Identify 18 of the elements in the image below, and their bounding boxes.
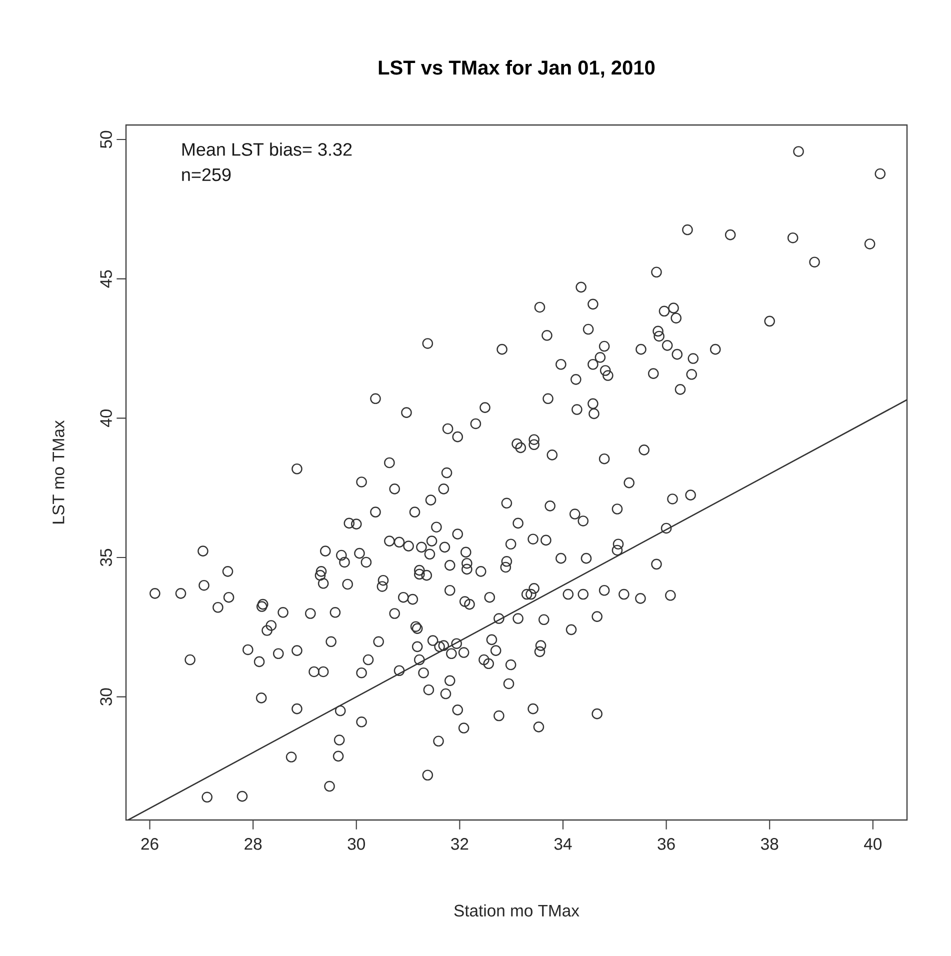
x-tick-label: 38 (760, 838, 778, 850)
y-tick-label: 40 (100, 410, 112, 428)
chart-title: LST vs TMax for Jan 01, 2010 (378, 60, 655, 78)
x-tick-label: 40 (864, 838, 882, 850)
x-tick-label: 28 (244, 838, 262, 850)
x-tick-label: 36 (658, 838, 675, 850)
x-tick-label: 26 (141, 838, 158, 850)
y-tick-label: 35 (100, 548, 112, 566)
x-tick-label: 32 (451, 838, 468, 850)
annotation: n=259 (182, 168, 231, 182)
y-axis-title: LST mo TMax (52, 420, 64, 524)
y-tick-label: 50 (100, 130, 112, 148)
y-tick-label: 45 (100, 270, 112, 288)
y-tick-label: 30 (100, 688, 112, 706)
x-axis-title: Station mo TMax (454, 904, 580, 917)
x-tick-label: 34 (554, 838, 572, 850)
x-tick-label: 30 (348, 838, 365, 850)
annotation: Mean LST bias= 3.32 (182, 142, 352, 156)
